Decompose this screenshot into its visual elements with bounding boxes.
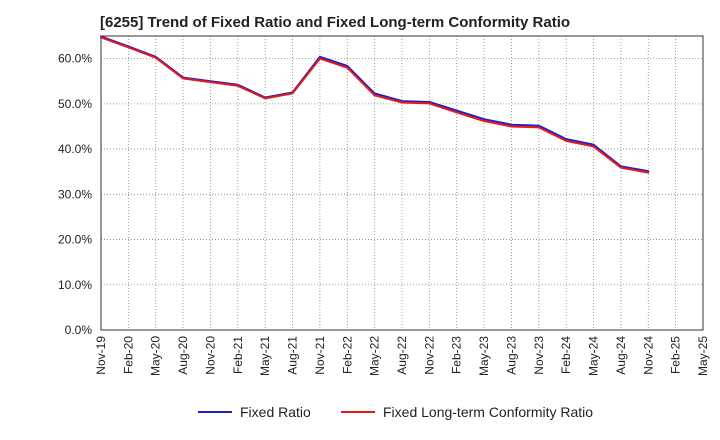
x-tick-label: Feb-22 — [340, 336, 354, 374]
x-tick-label: Nov-21 — [313, 336, 327, 375]
x-tick-label: May-25 — [696, 336, 710, 376]
legend-item-fixed-ratio: Fixed Ratio — [198, 404, 311, 420]
x-tick-label: Nov-19 — [94, 336, 108, 375]
legend-swatch-fixed-ratio — [198, 411, 232, 413]
grid-layer — [101, 36, 703, 330]
x-tick-label: Nov-24 — [641, 336, 655, 375]
legend: Fixed Ratio Fixed Long-term Conformity R… — [0, 404, 720, 426]
y-tick-label: 20.0% — [58, 233, 92, 247]
tick-label-layer: 0.0% 10.0% 20.0% 30.0% 40.0% 50.0% 60.0% Nov-19… — [58, 52, 710, 376]
axis-layer — [100, 35, 704, 331]
x-tick-label: Nov-20 — [203, 336, 217, 375]
plot-frame — [100, 35, 704, 331]
x-tick-label: May-21 — [258, 336, 272, 376]
y-tick-label: 50.0% — [58, 97, 92, 111]
x-tick-label: Nov-23 — [532, 336, 546, 375]
series-layer — [100, 35, 650, 174]
legend-item-fixed-long-term-conformity-ratio: Fixed Long-term Conformity Ratio — [341, 404, 593, 420]
x-tick-label: May-22 — [368, 336, 382, 376]
legend-label-fixed-long-term-conformity-ratio: Fixed Long-term Conformity Ratio — [383, 404, 594, 420]
x-tick-label: Feb-20 — [121, 336, 135, 374]
x-tick-label: Feb-21 — [231, 336, 245, 374]
x-tick-label: May-20 — [149, 336, 163, 376]
x-tick-label: May-24 — [587, 336, 601, 376]
x-tick-label: Aug-24 — [614, 336, 628, 375]
x-tick-label: Feb-24 — [559, 336, 573, 374]
x-tick-label: Aug-23 — [504, 336, 518, 375]
x-tick-label: Aug-22 — [395, 336, 409, 375]
y-tick-label: 10.0% — [58, 278, 92, 292]
legend-label-fixed-ratio: Fixed Ratio — [240, 404, 311, 420]
chart-title: [6255] Trend of Fixed Ratio and Fixed Lo… — [100, 14, 571, 31]
legend-swatch-fixed-long-term-conformity-ratio — [341, 411, 375, 413]
x-tick-label: Feb-23 — [450, 336, 464, 374]
x-tick-label: Aug-21 — [286, 336, 300, 375]
x-tick-label: May-23 — [477, 336, 491, 376]
x-tick-label: Nov-22 — [422, 336, 436, 375]
series-line-fixed-long-term-conformity-ratio — [100, 36, 650, 174]
y-tick-label: 30.0% — [58, 187, 92, 201]
y-tick-label: 60.0% — [58, 52, 92, 66]
y-tick-label: 40.0% — [58, 142, 92, 156]
y-tick-label: 0.0% — [65, 323, 93, 337]
x-tick-label: Aug-20 — [176, 336, 190, 375]
x-tick-label: Feb-25 — [669, 336, 683, 374]
